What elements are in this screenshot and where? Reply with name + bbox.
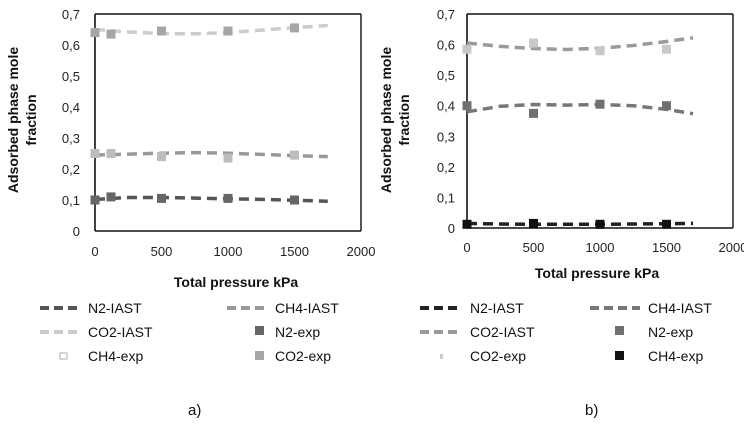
panel-b-yticks: 0 0,1 0,2 0,3 0,4 0,5 0,6 0,7	[437, 7, 455, 236]
panel-b-label: b)	[585, 402, 598, 419]
legend-b-co2-exp-swatch	[440, 354, 443, 359]
panel-a-xlabel: Total pressure kPa	[174, 274, 298, 290]
panel-b-point-n2-exp	[595, 99, 605, 109]
panel-a-point-ch4-exp	[290, 150, 299, 160]
legend-a-co2-exp-label: CO2-exp	[275, 348, 331, 364]
panel-a-point-n2-exp	[90, 195, 100, 205]
legend-b-ch4-exp-label: CH4-exp	[648, 348, 703, 364]
legend-a-n2-iast-label: N2-IAST	[88, 300, 142, 316]
panel-b-point-co2-exp	[529, 38, 538, 48]
panel-b-point-ch4-exp	[662, 219, 671, 229]
panel-a-series-co2-iast	[94, 23, 328, 36]
panel-a-yticks: 0 0,1 0,2 0,3 0,4 0,5 0,6 0,7	[62, 7, 80, 239]
panel-a-point-co2-exp	[223, 26, 233, 36]
legend-b-ch4-exp-swatch	[615, 351, 624, 360]
panel-a-point-co2-exp	[157, 26, 166, 36]
panel-b-ytick-label: 0,2	[437, 160, 455, 175]
panel-a-xtick-label: 1500	[280, 244, 309, 259]
panel-b-ytick-label: 0,6	[437, 38, 455, 53]
panel-b-ytick-label: 0,5	[437, 68, 455, 83]
panel-b-xtick-label: 500	[523, 240, 545, 255]
panel-a-ytick-label: 0,1	[62, 193, 80, 208]
panel-b-xtick-label: 1000	[586, 240, 615, 255]
panel-a-ytick-label: 0	[73, 224, 80, 239]
panel-b-point-ch4-exp	[462, 219, 472, 229]
legend-b-n2-exp-swatch	[615, 326, 624, 335]
panel-a-ylabel-line1: Adsorbed phase mole	[5, 47, 21, 193]
panel-b-ylabel-line2: fraction	[396, 94, 412, 145]
panel-a-xticks: 0 500 1000 1500 2000	[91, 244, 375, 259]
legend-a-n2-exp-swatch	[255, 326, 264, 335]
legend-b-ch4-iast-label: CH4-IAST	[648, 300, 712, 316]
legend-b-n2-exp-label: N2-exp	[648, 324, 693, 340]
legend-a-ch4-iast-label: CH4-IAST	[275, 300, 339, 316]
panel-a-point-ch4-exp	[157, 152, 166, 162]
panel-b-series-n2-iast	[466, 221, 694, 227]
panel-b-point-ch4-exp	[595, 219, 605, 229]
panel-a: Adsorbed phase mole fraction 00,10,20,30…	[5, 7, 375, 419]
panel-a-point-co2-exp	[90, 28, 100, 38]
panel-a-series-ch4-iast	[94, 150, 328, 159]
panel-a-series-n2-iast	[94, 195, 328, 203]
panel-b-point-co2-exp	[595, 46, 605, 56]
panel-b-series-co2-iast	[466, 36, 694, 52]
panel-a-point-co2-exp	[290, 23, 299, 33]
panel-a-label: a)	[188, 402, 201, 419]
legend-a-co2-exp-swatch	[255, 351, 264, 360]
panel-b-xtick-label: 0	[463, 240, 470, 255]
panel-b-ytick-label: 0	[448, 221, 455, 236]
panel-b-point-ch4-exp	[529, 218, 538, 228]
panel-b-xlabel: Total pressure kPa	[535, 265, 659, 281]
legend-a-co2-iast-label: CO2-IAST	[88, 324, 153, 340]
panel-b-series	[462, 36, 694, 229]
panel-a-legend: N2-IAST CH4-IAST CO2-IAST N2-exp CH4-exp…	[40, 300, 339, 364]
panel-a-point-ch4-exp	[90, 149, 100, 158]
panel-b-ytick-label: 0,3	[437, 129, 455, 144]
panel-b-xticks: 0 500 1000 1500 2000	[463, 240, 744, 255]
panel-a-series	[90, 23, 328, 205]
panel-a-point-co2-exp	[106, 29, 116, 39]
panel-b-ytick-label: 0,7	[437, 7, 455, 22]
panel-a-ytick-label: 0,7	[62, 7, 80, 22]
panel-b: Adsorbed phase mole fraction 00,10,20,30…	[378, 7, 744, 419]
panel-a-xtick-label: 500	[151, 244, 173, 259]
legend-b-co2-iast-label: CO2-IAST	[470, 324, 535, 340]
panel-a-point-n2-exp	[106, 192, 116, 202]
panel-b-legend: N2-IAST CH4-IAST CO2-IAST N2-exp CO2-exp…	[420, 300, 712, 364]
panel-b-point-n2-exp	[462, 101, 472, 111]
panel-b-point-n2-exp	[529, 108, 538, 118]
panel-a-point-n2-exp	[290, 195, 299, 205]
panel-b-point-n2-exp	[662, 101, 671, 111]
panel-a-ytick-label: 0,6	[62, 38, 80, 53]
panel-a-ylabel-line2: fraction	[23, 94, 39, 145]
legend-b-n2-iast-label: N2-IAST	[470, 300, 524, 316]
legend-a-n2-exp-label: N2-exp	[275, 324, 320, 340]
legend-a-ch4-exp-swatch	[59, 352, 68, 360]
panel-a-point-n2-exp	[157, 193, 166, 203]
legend-b-co2-exp-label: CO2-exp	[470, 348, 526, 364]
panel-b-point-co2-exp	[662, 44, 671, 54]
panel-b-ytick-label: 0,4	[437, 99, 455, 114]
panel-b-ytick-label: 0,1	[437, 190, 455, 205]
panel-a-point-ch4-exp	[223, 153, 233, 163]
panel-a-ytick-label: 0,4	[62, 100, 80, 115]
panel-b-series-ch4-iast	[466, 102, 694, 116]
panel-b-ylabel-line1: Adsorbed phase mole	[378, 47, 394, 193]
panel-b-point-co2-exp	[462, 44, 472, 54]
panel-a-ytick-label: 0,3	[62, 131, 80, 146]
panel-a-point-n2-exp	[223, 193, 233, 203]
panel-a-xtick-label: 0	[91, 244, 98, 259]
panel-a-point-ch4-exp	[106, 149, 116, 158]
panel-a-xtick-label: 2000	[347, 244, 376, 259]
panel-a-ytick-label: 0,2	[62, 162, 80, 177]
panel-b-xtick-label: 1500	[652, 240, 681, 255]
panel-a-xtick-label: 1000	[214, 244, 243, 259]
panel-b-xtick-label: 2000	[719, 240, 744, 255]
legend-a-ch4-exp-label: CH4-exp	[88, 348, 143, 364]
panel-a-ytick-label: 0,5	[62, 69, 80, 84]
